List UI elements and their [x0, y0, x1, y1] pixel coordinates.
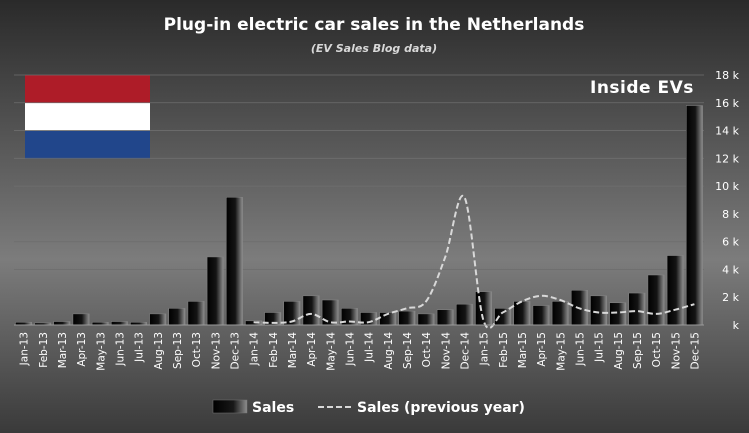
- y-tick-label: 10 k: [715, 180, 739, 193]
- y-tick-label: k: [733, 319, 740, 332]
- bar-sales: [494, 308, 512, 326]
- x-tick-label: Jul-14: [364, 332, 376, 363]
- x-tick-label: May-13: [95, 332, 107, 371]
- x-tick-label: Nov-15: [670, 332, 682, 369]
- y-tick-label: 12 k: [715, 152, 739, 165]
- bar-sales: [628, 292, 646, 326]
- bar-sales: [226, 196, 243, 326]
- x-tick-label: Sep-15: [632, 332, 644, 369]
- bar-sales: [53, 321, 71, 326]
- bar-sales: [590, 295, 607, 326]
- bar-sales: [513, 301, 531, 326]
- bar-sales: [417, 313, 435, 326]
- x-tick-label: Dec-14: [459, 332, 471, 370]
- legend: Sales Sales (previous year): [212, 399, 525, 416]
- y-tick-label: 18 k: [715, 69, 739, 82]
- y-tick-label: 4 k: [722, 263, 739, 276]
- x-tick-label: Nov-13: [210, 332, 222, 369]
- x-tick-label: Jun-15: [574, 332, 586, 367]
- x-tick-label: Oct-14: [421, 332, 433, 368]
- x-tick-label: Apr-14: [306, 332, 318, 367]
- x-tick-label: May-15: [555, 332, 567, 371]
- bar-sales: [111, 321, 128, 326]
- x-tick-label: Dec-15: [689, 332, 701, 369]
- brand-logo: Inside EVs: [590, 78, 694, 98]
- x-tick-label: Jun-14: [344, 332, 356, 367]
- chart-subtitle: (EV Sales Blog data): [311, 42, 437, 55]
- legend-prev-label: Sales (previous year): [357, 400, 525, 416]
- x-tick-label: Feb-14: [268, 332, 280, 368]
- x-tick-label: Sep-14: [402, 332, 414, 369]
- x-tick-label: Oct-13: [191, 332, 203, 367]
- legend-sales-swatch: [212, 399, 248, 414]
- bar-sales: [686, 105, 703, 326]
- x-tick-label: May-14: [325, 332, 337, 371]
- bar-sales: [647, 274, 665, 326]
- bar-sales: [302, 295, 320, 326]
- bars-group: [15, 105, 703, 326]
- x-tick-label: Jul-15: [594, 332, 606, 363]
- x-tick-labels: Jan-13 Feb-13 Mar-13 Apr-13 May-13 Jun-13 Jul-…: [19, 332, 702, 371]
- x-tick-label: Sep-13: [172, 332, 184, 369]
- y-tick-label: 16 k: [715, 97, 739, 110]
- x-tick-label: Apr-13: [76, 332, 88, 367]
- bar-sales: [475, 291, 492, 326]
- bar-sales: [398, 310, 416, 326]
- x-tick-label: Aug-15: [613, 332, 625, 370]
- bar-sales: [436, 309, 454, 326]
- y-tick-labels: k 2 k 4 k 6 k 8 k 10 k 12 k 14 k 16 k 18 k: [715, 69, 740, 332]
- legend-sales-label: Sales: [252, 400, 294, 416]
- x-tick-label: Aug-13: [153, 332, 165, 370]
- bar-sales: [321, 299, 339, 326]
- y-tick-label: 8 k: [722, 208, 739, 221]
- bar-sales: [187, 301, 205, 326]
- x-tick-label: Mar-13: [57, 332, 69, 368]
- x-tick-label: Jul-13: [134, 332, 146, 363]
- x-tick-label: Apr-15: [536, 332, 548, 367]
- bar-sales: [168, 308, 186, 326]
- x-tick-label: Mar-14: [287, 332, 299, 369]
- x-tick-label: Jan-13: [19, 332, 31, 366]
- bar-sales: [206, 256, 224, 326]
- x-tick-label: Oct-15: [651, 332, 663, 367]
- x-tick-label: Jan-14: [249, 332, 261, 367]
- bar-sales: [456, 303, 473, 326]
- x-tick-label: Nov-14: [440, 332, 452, 370]
- bar-sales: [72, 313, 90, 326]
- bar-sales: [609, 302, 627, 326]
- flag-stripe-white: [25, 103, 150, 131]
- y-tick-label: 14 k: [715, 125, 739, 138]
- y-tick-label: 2 k: [722, 291, 739, 304]
- chart-title: Plug-in electric car sales in the Nether…: [164, 15, 585, 35]
- x-tick-label: Jun-13: [114, 332, 126, 367]
- grid-lines: [14, 74, 704, 298]
- bar-sales: [666, 255, 684, 326]
- x-tick-label: Feb-15: [498, 332, 510, 368]
- y-tick-label: 6 k: [722, 236, 739, 249]
- x-tick-label: Feb-13: [38, 332, 50, 368]
- bar-sales: [551, 301, 569, 326]
- x-tick-label: Jan-15: [479, 332, 491, 366]
- bar-sales: [532, 305, 550, 326]
- flag-stripe-red: [25, 75, 150, 103]
- bar-sales: [149, 313, 167, 326]
- x-tick-label: Mar-15: [517, 332, 529, 368]
- flag-stripe-blue: [25, 131, 150, 159]
- netherlands-flag: [25, 75, 150, 159]
- x-tick-label: Dec-13: [229, 332, 241, 369]
- x-tick-label: Aug-14: [383, 332, 395, 370]
